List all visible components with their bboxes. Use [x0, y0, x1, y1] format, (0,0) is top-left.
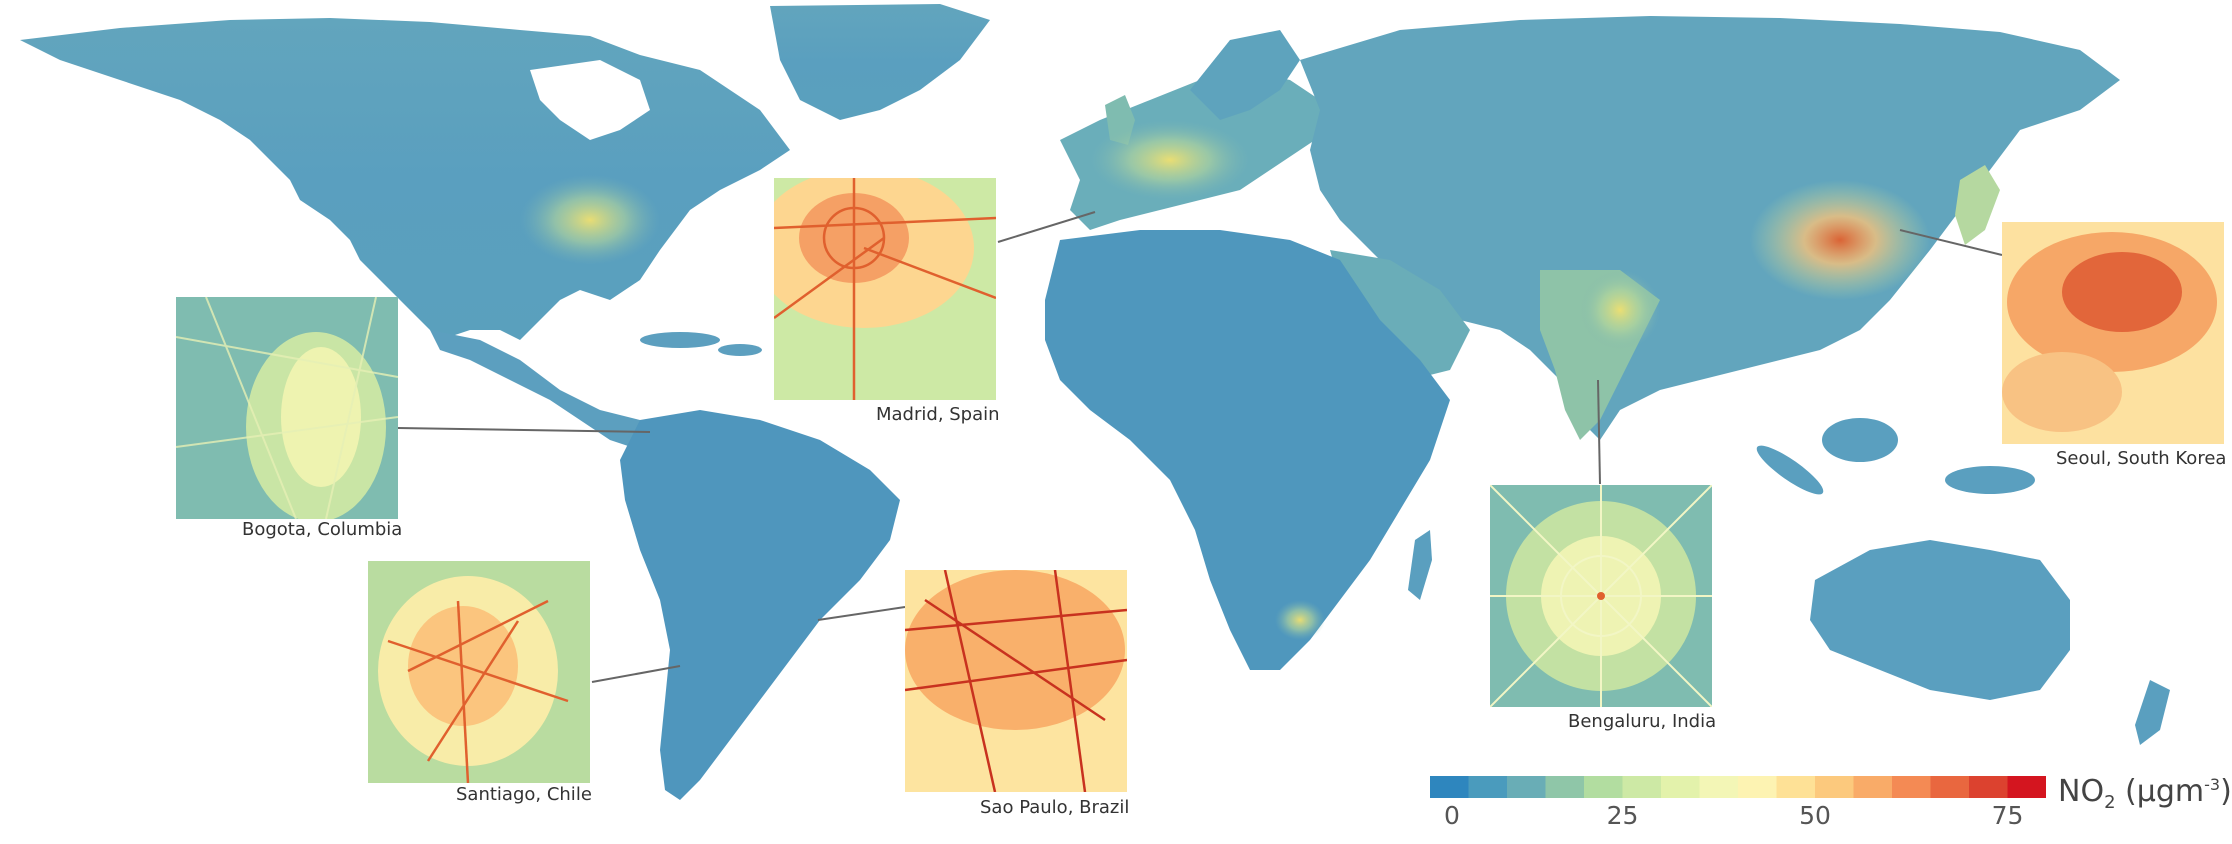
colorbar-label-sub: 2 — [2104, 792, 2116, 813]
urban-hotspot — [1275, 600, 1325, 640]
urban-hotspot — [1090, 120, 1250, 200]
colorbar-tick-label: 0 — [1444, 801, 1460, 830]
china-pollution-region — [1750, 180, 1930, 300]
arabia-landmass — [1330, 250, 1470, 380]
caption-santiago: Santiago, Chile — [456, 784, 592, 805]
africa-landmass — [1045, 230, 1450, 670]
leader-line-santiago — [591, 665, 681, 683]
north-america-landmass — [20, 18, 790, 340]
colorbar-segment — [1507, 776, 1546, 798]
scandinavia-landmass — [1190, 30, 1300, 120]
leader-line-seoul — [1899, 229, 2003, 256]
colorbar-label-main: NO — [2058, 774, 2105, 809]
leader-line-bengaluru — [1597, 379, 1601, 485]
leader-line-bogota — [397, 427, 651, 433]
colorbar-segment — [1738, 776, 1777, 798]
colorbar-tick-label: 25 — [1606, 801, 1639, 830]
caption-bengaluru: Bengaluru, India — [1568, 711, 1717, 732]
inset-bogota — [176, 297, 398, 519]
inset-madrid — [774, 178, 996, 400]
colorbar-tick-label: 50 — [1799, 801, 1831, 830]
australia-landmass — [1810, 540, 2070, 700]
madagascar-landmass — [1408, 530, 1432, 600]
colorbar-segment — [1622, 776, 1662, 798]
inset-bengaluru — [1490, 485, 1712, 707]
colorbar-segment — [1776, 776, 1816, 798]
colorbar-segment — [2007, 776, 2047, 798]
colorbar-segment — [1853, 776, 1893, 798]
new-zealand-landmass — [2135, 680, 2170, 745]
central-america-landmass — [430, 330, 660, 450]
colorbar — [1430, 776, 2047, 802]
caribbean-island — [640, 332, 720, 348]
colorbar-segment — [1661, 776, 1700, 798]
inset-bengaluru-image — [1490, 485, 1712, 707]
inset-seoul — [2002, 222, 2224, 444]
inset-madrid-image — [774, 178, 996, 400]
urban-hotspot — [1580, 270, 1660, 350]
new-guinea-landmass — [1945, 466, 2035, 494]
hudson-bay — [530, 60, 650, 140]
colorbar-bar — [1430, 776, 2047, 798]
leader-line-saopaulo — [817, 606, 906, 621]
caption-bogota: Bogota, Columbia — [242, 519, 403, 540]
inset-bogota-image — [176, 297, 398, 519]
colorbar-label-unit: (μgm — [2115, 774, 2205, 809]
colorbar-segment — [1468, 776, 1508, 798]
colorbar-segment — [1815, 776, 1854, 798]
caption-madrid: Madrid, Spain — [876, 404, 1000, 425]
colorbar-label: NO2 (μgm-3) — [2058, 774, 2232, 813]
colorbar-label-close: ) — [2220, 774, 2232, 809]
inset-santiago — [368, 561, 590, 783]
asia-landmass — [1300, 16, 2120, 440]
colorbar-segment — [1545, 776, 1585, 798]
urban-hotspot — [520, 175, 660, 265]
leader-line-madrid — [997, 211, 1096, 243]
inset-saopaulo-image — [905, 570, 1127, 792]
colorbar-label-sup: -3 — [2204, 775, 2221, 794]
colorbar-segment — [1584, 776, 1623, 798]
inset-saopaulo — [905, 570, 1127, 792]
colorbar-segment — [1892, 776, 1931, 798]
colorbar-segment — [1969, 776, 2008, 798]
borneo-landmass — [1822, 418, 1898, 462]
inset-santiago-image — [368, 561, 590, 783]
japan-landmass — [1955, 165, 2000, 245]
caption-saopaulo: Sao Paulo, Brazil — [980, 797, 1130, 818]
caribbean-island — [718, 344, 762, 356]
colorbar-tick-label: 75 — [1991, 801, 2024, 830]
leader-lines — [397, 211, 2003, 683]
colorbar-segment — [1699, 776, 1739, 798]
colorbar-segment — [1930, 776, 1970, 798]
south-america-landmass — [620, 410, 900, 800]
inset-seoul-image — [2002, 222, 2224, 444]
greenland-landmass — [770, 4, 990, 120]
caption-seoul: Seoul, South Korea — [2056, 448, 2227, 469]
colorbar-segment — [1430, 776, 1469, 798]
sumatra-landmass — [1756, 445, 1824, 495]
